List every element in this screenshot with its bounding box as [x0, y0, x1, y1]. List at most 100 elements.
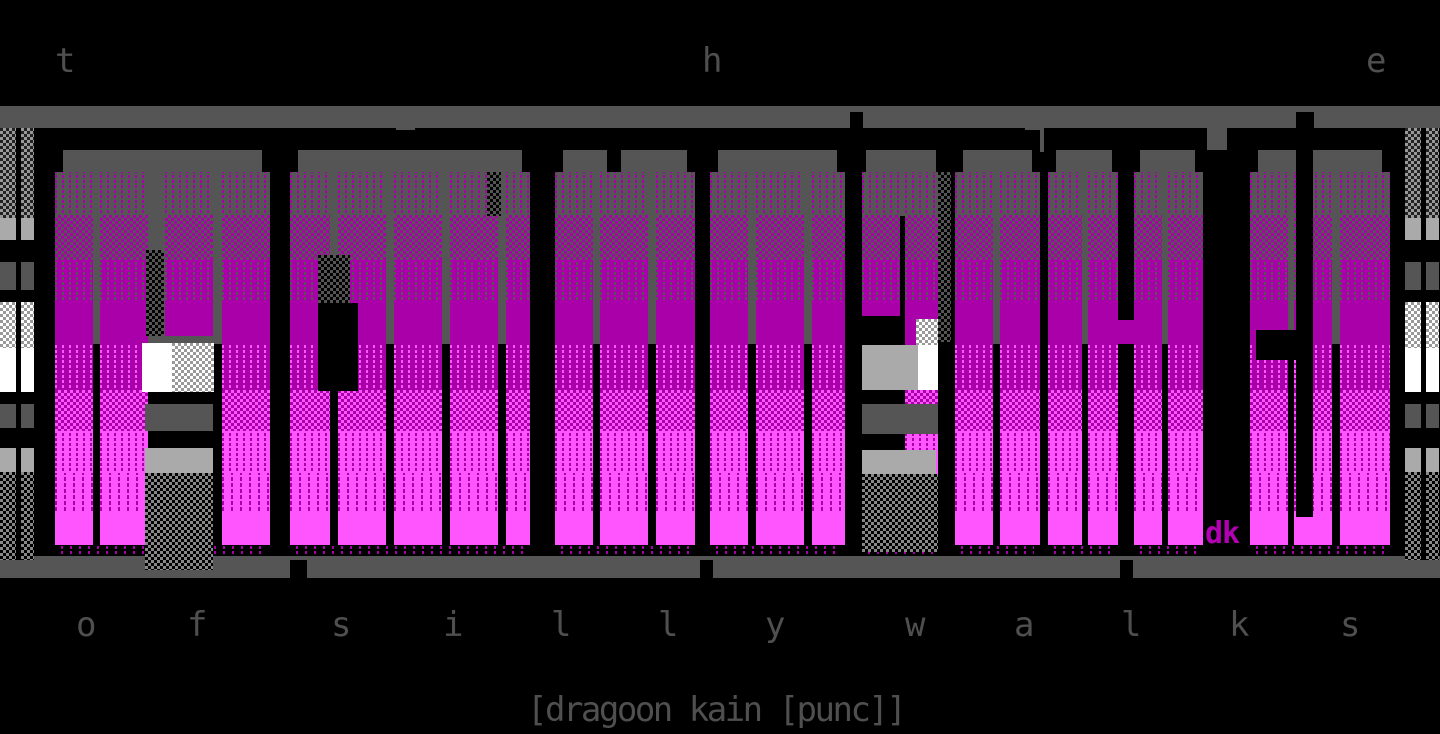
gradient-band — [1134, 345, 1162, 390]
gradient-band — [955, 260, 993, 302]
gradient-band — [55, 513, 93, 545]
gradient-band — [710, 172, 748, 215]
gradient-band — [555, 172, 593, 215]
gradient-band — [506, 431, 530, 473]
gradient-band — [710, 513, 748, 545]
caption-char: l — [551, 605, 572, 645]
logo-letter-8 — [1250, 130, 1390, 556]
letter-bar — [450, 172, 498, 545]
caption-char: k — [1229, 605, 1250, 645]
gradient-band — [756, 215, 804, 260]
gradient-band — [555, 431, 593, 473]
gradient-band — [338, 390, 386, 431]
gradient-band — [165, 260, 213, 302]
gradient-band — [222, 513, 270, 545]
gradient-band — [756, 513, 804, 545]
gradient-band — [710, 431, 748, 473]
letter-bar — [812, 172, 845, 545]
band-slot — [290, 560, 307, 578]
gradient-band — [222, 172, 270, 215]
gradient-band — [812, 513, 845, 545]
gradient-band — [710, 473, 748, 513]
gradient-band — [812, 215, 845, 260]
gradient-band — [222, 302, 270, 345]
letter-bar — [1340, 172, 1390, 545]
gradient-band — [905, 260, 938, 302]
caption-char: i — [443, 605, 464, 645]
caption-char: o — [76, 605, 97, 645]
gradient-band — [1048, 260, 1082, 302]
caption-char: l — [658, 605, 679, 645]
gradient-band — [756, 172, 804, 215]
gradient-band — [1048, 513, 1082, 545]
gradient-band — [394, 215, 442, 260]
letter-bar — [756, 172, 804, 545]
accent-white-block — [918, 345, 938, 390]
caption-char: h — [702, 41, 723, 81]
gradient-band — [600, 513, 648, 545]
gradient-band — [555, 390, 593, 431]
letter-bar — [555, 172, 593, 545]
gradient-band — [955, 172, 993, 215]
gradient-band — [1088, 431, 1118, 473]
caption-char: s — [331, 605, 352, 645]
edge-segment — [1405, 472, 1439, 560]
gradient-band — [338, 473, 386, 513]
gradient-band — [756, 431, 804, 473]
gradient-band — [100, 345, 148, 390]
dark-dither-column — [318, 255, 350, 303]
caption-char: l — [1121, 605, 1142, 645]
gradient-band — [555, 473, 593, 513]
gradient-band — [600, 431, 648, 473]
gradient-band — [656, 260, 695, 302]
gradient-band — [1048, 215, 1082, 260]
gradient-band — [1250, 390, 1288, 431]
gradient-band — [165, 302, 213, 336]
gradient-band — [394, 302, 442, 345]
letter-bar — [1088, 172, 1118, 545]
letter-bar — [55, 172, 93, 545]
logo-top-band — [0, 106, 1440, 128]
gradient-band — [165, 172, 213, 215]
letter-bar — [222, 172, 270, 545]
logo-letter-3 — [555, 130, 695, 556]
gradient-band — [1250, 431, 1288, 473]
caption-char: e — [1366, 41, 1387, 81]
gradient-band — [1000, 473, 1040, 513]
edge-segment — [1405, 392, 1439, 404]
gradient-band — [55, 431, 93, 473]
gradient-band — [905, 172, 938, 215]
gradient-band — [1168, 473, 1203, 513]
gradient-band — [1168, 260, 1203, 302]
gradient-band — [656, 215, 695, 260]
gradient-band — [1048, 473, 1082, 513]
band-slot — [700, 560, 713, 578]
gradient-band — [290, 473, 330, 513]
gradient-band — [100, 172, 148, 215]
letter-bar — [955, 172, 993, 545]
gradient-band — [656, 302, 695, 345]
gradient-band — [1000, 172, 1040, 215]
gradient-band — [1168, 215, 1203, 260]
gradient-band — [812, 431, 845, 473]
gradient-band — [1340, 172, 1390, 215]
gradient-band — [1000, 513, 1040, 545]
dark-dither-column — [938, 172, 951, 342]
accent-white-block — [142, 343, 172, 392]
gradient-band — [1048, 345, 1082, 390]
edge-segment — [0, 348, 34, 392]
gradient-band — [710, 390, 748, 431]
gradient-band — [394, 172, 442, 215]
letter-bar — [165, 172, 213, 336]
gradient-band — [656, 473, 695, 513]
gradient-band — [394, 390, 442, 431]
edge-segment — [0, 302, 34, 348]
gradient-band — [600, 215, 648, 260]
gradient-band — [55, 215, 93, 260]
letter-bar — [394, 172, 442, 545]
gradient-band — [100, 390, 148, 431]
gradient-band — [1088, 390, 1118, 431]
gradient-band — [100, 260, 148, 302]
gradient-band — [338, 431, 386, 473]
